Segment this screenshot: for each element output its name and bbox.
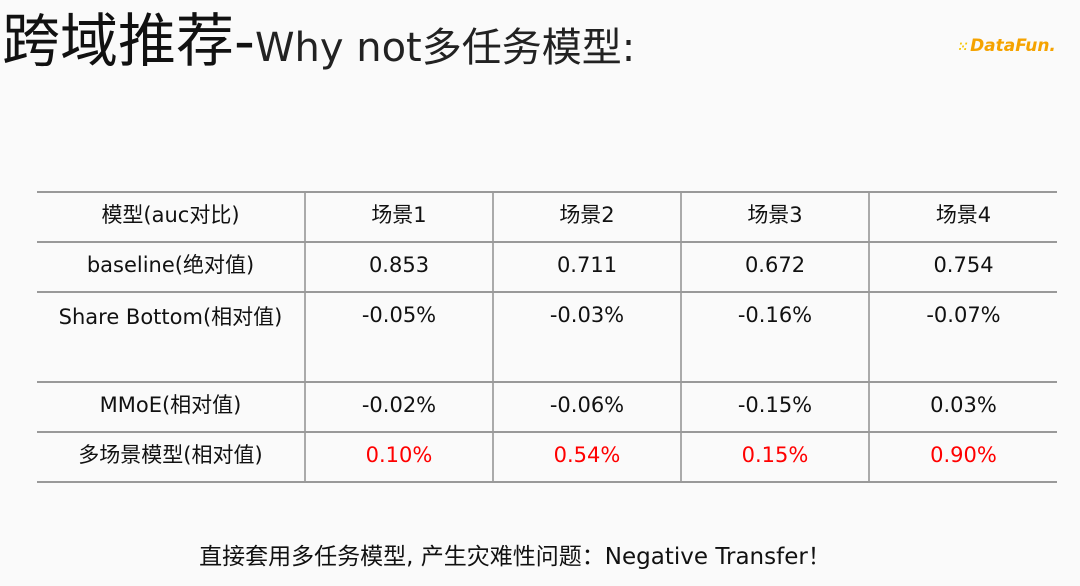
cell: 0.711 (492, 241, 681, 293)
header-cell: 模型(auc对比) (37, 191, 305, 243)
cell: 0.754 (868, 241, 1057, 293)
table-row: Share Bottom(相对值) -0.05% -0.03% -0.16% -… (37, 291, 1057, 383)
cell: -0.16% (680, 291, 869, 383)
row-label: MMoE(相对值) (37, 381, 305, 433)
cell: 0.672 (680, 241, 869, 293)
highlight-cell: 0.10% (304, 431, 493, 483)
cell: -0.07% (868, 291, 1057, 383)
row-label: baseline(绝对值) (37, 241, 305, 293)
header-cell: 场景3 (680, 191, 869, 243)
cell: 0.853 (304, 241, 493, 293)
logo-dots-icon: ⁙ (958, 40, 969, 54)
row-label: 多场景模型(相对值) (37, 431, 305, 483)
slide-title: 跨域推荐-Why not多任务模型: (2, 12, 635, 70)
highlight-cell: 0.15% (680, 431, 869, 483)
table-header-row: 模型(auc对比) 场景1 场景2 场景3 场景4 (37, 191, 1057, 243)
cell: -0.03% (492, 291, 681, 383)
highlight-cell: 0.54% (492, 431, 681, 483)
header-cell: 场景2 (492, 191, 681, 243)
cell: -0.06% (492, 381, 681, 433)
cell: 0.03% (868, 381, 1057, 433)
header-cell: 场景1 (304, 191, 493, 243)
logo-text: DataFun. (970, 36, 1056, 56)
cell: -0.15% (680, 381, 869, 433)
auc-comparison-table: 模型(auc对比) 场景1 场景2 场景3 场景4 baseline(绝对值) … (37, 191, 1057, 483)
row-label: Share Bottom(相对值) (37, 291, 305, 383)
cell: -0.05% (304, 291, 493, 383)
title-main: 跨域推荐- (2, 7, 255, 75)
datafun-logo: ⁙ DataFun. (958, 36, 1056, 56)
title-sub: Why not多任务模型: (254, 25, 636, 71)
table-row: MMoE(相对值) -0.02% -0.06% -0.15% 0.03% (37, 381, 1057, 433)
table-row: baseline(绝对值) 0.853 0.711 0.672 0.754 (37, 241, 1057, 293)
header-cell: 场景4 (868, 191, 1057, 243)
highlight-cell: 0.90% (868, 431, 1057, 483)
cell: -0.02% (304, 381, 493, 433)
footer-conclusion: 直接套用多任务模型, 产生灾难性问题：Negative Transfer！ (199, 544, 831, 570)
table-row: 多场景模型(相对值) 0.10% 0.54% 0.15% 0.90% (37, 431, 1057, 483)
